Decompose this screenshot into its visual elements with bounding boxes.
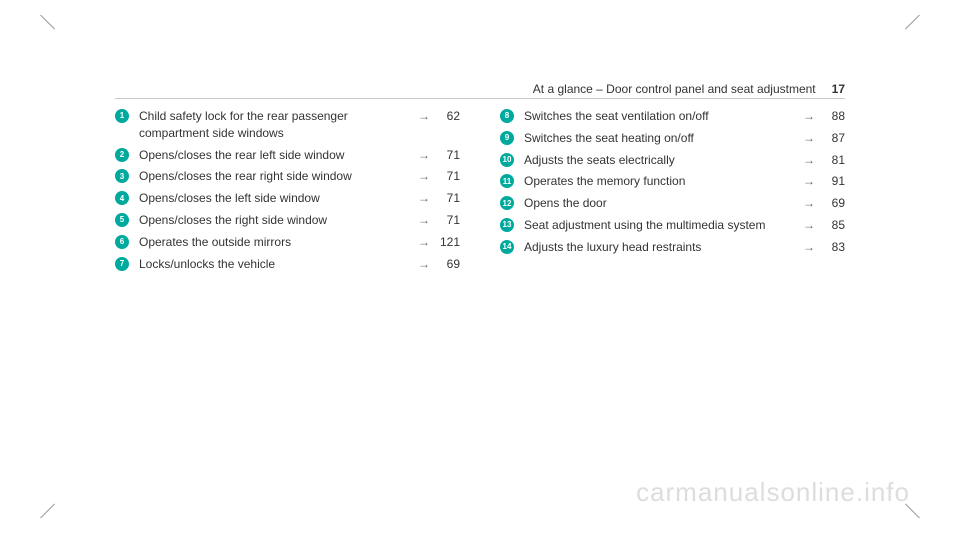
- page-reference: 71: [430, 190, 460, 207]
- list-item: 13 Seat adjustment using the multimedia s…: [500, 217, 845, 234]
- page-number: 17: [832, 82, 845, 96]
- list-item: 9 Switches the seat heating on/off→87: [500, 130, 845, 147]
- item-description: Adjusts the seats electrically: [524, 152, 795, 169]
- page-reference: 88: [815, 108, 845, 125]
- item-number-badge: 8: [500, 109, 514, 123]
- arrow-icon: →: [795, 173, 815, 190]
- item-number-badge: 10: [500, 153, 514, 167]
- list-item: 3 Opens/closes the rear right side window…: [115, 168, 460, 185]
- list-item: 10 Adjusts the seats electrically→81: [500, 152, 845, 169]
- item-description: Locks/unlocks the vehicle: [139, 256, 410, 273]
- item-number-badge: 2: [115, 148, 129, 162]
- arrow-icon: →: [410, 190, 430, 207]
- arrow-icon: →: [410, 108, 430, 125]
- page-reference: 121: [430, 234, 460, 251]
- arrow-icon: →: [795, 152, 815, 169]
- item-description: Child safety lock for the rear passenger…: [139, 108, 410, 142]
- item-number-badge: 12: [500, 196, 514, 210]
- arrow-icon: →: [795, 130, 815, 147]
- item-description: Opens/closes the rear left side window: [139, 147, 410, 164]
- arrow-icon: →: [795, 217, 815, 234]
- item-number-badge: 1: [115, 109, 129, 123]
- page-header: At a glance – Door control panel and sea…: [533, 82, 845, 96]
- crop-mark-tr: [900, 15, 930, 45]
- page-reference: 71: [430, 212, 460, 229]
- list-item: 4 Opens/closes the left side window→71: [115, 190, 460, 207]
- arrow-icon: →: [410, 256, 430, 273]
- item-number-badge: 7: [115, 257, 129, 271]
- arrow-icon: →: [795, 239, 815, 256]
- list-item: 6 Operates the outside mirrors→121: [115, 234, 460, 251]
- item-number-badge: 3: [115, 169, 129, 183]
- list-item: 12 Opens the door→69: [500, 195, 845, 212]
- item-number-badge: 6: [115, 235, 129, 249]
- arrow-icon: →: [795, 108, 815, 125]
- list-item: 8 Switches the seat ventilation on/off→88: [500, 108, 845, 125]
- page-reference: 83: [815, 239, 845, 256]
- item-description: Opens/closes the left side window: [139, 190, 410, 207]
- item-description: Adjusts the luxury head restraints: [524, 239, 795, 256]
- page-reference: 71: [430, 147, 460, 164]
- right-column: 8Switches the seat ventilation on/off→88…: [500, 108, 845, 277]
- page-reference: 71: [430, 168, 460, 185]
- arrow-icon: →: [795, 195, 815, 212]
- item-number-badge: 14: [500, 240, 514, 254]
- watermark: carmanualsonline.info: [636, 477, 910, 508]
- item-description: Operates the outside mirrors: [139, 234, 410, 251]
- list-item: 5 Opens/closes the right side window→71: [115, 212, 460, 229]
- page-reference: 62: [430, 108, 460, 125]
- header-divider: [115, 98, 845, 99]
- crop-mark-bl: [30, 488, 60, 518]
- page-reference: 81: [815, 152, 845, 169]
- item-description: Switches the seat heating on/off: [524, 130, 795, 147]
- list-item: 11 Operates the memory function→91: [500, 173, 845, 190]
- header-title: At a glance – Door control panel and sea…: [533, 82, 816, 96]
- item-description: Operates the memory function: [524, 173, 795, 190]
- item-number-badge: 4: [115, 191, 129, 205]
- list-item: 1 Child safety lock for the rear passenge…: [115, 108, 460, 142]
- item-description: Switches the seat ventilation on/off: [524, 108, 795, 125]
- item-description: Opens/closes the right side window: [139, 212, 410, 229]
- crop-mark-tl: [30, 15, 60, 45]
- arrow-icon: →: [410, 147, 430, 164]
- content-area: 1 Child safety lock for the rear passenge…: [115, 108, 845, 277]
- item-description: Opens the door: [524, 195, 795, 212]
- item-number-badge: 11: [500, 174, 514, 188]
- list-item: 7 Locks/unlocks the vehicle→69: [115, 256, 460, 273]
- page-reference: 87: [815, 130, 845, 147]
- arrow-icon: →: [410, 168, 430, 185]
- item-number-badge: 5: [115, 213, 129, 227]
- list-item: 14 Adjusts the luxury head restraints→83: [500, 239, 845, 256]
- arrow-icon: →: [410, 212, 430, 229]
- page-reference: 69: [430, 256, 460, 273]
- page-reference: 91: [815, 173, 845, 190]
- page-reference: 85: [815, 217, 845, 234]
- item-description: Seat adjustment using the multimedia sys…: [524, 217, 795, 234]
- page-reference: 69: [815, 195, 845, 212]
- item-description: Opens/closes the rear right side window: [139, 168, 410, 185]
- list-item: 2 Opens/closes the rear left side window→…: [115, 147, 460, 164]
- left-column: 1 Child safety lock for the rear passenge…: [115, 108, 460, 277]
- arrow-icon: →: [410, 234, 430, 251]
- item-number-badge: 13: [500, 218, 514, 232]
- item-number-badge: 9: [500, 131, 514, 145]
